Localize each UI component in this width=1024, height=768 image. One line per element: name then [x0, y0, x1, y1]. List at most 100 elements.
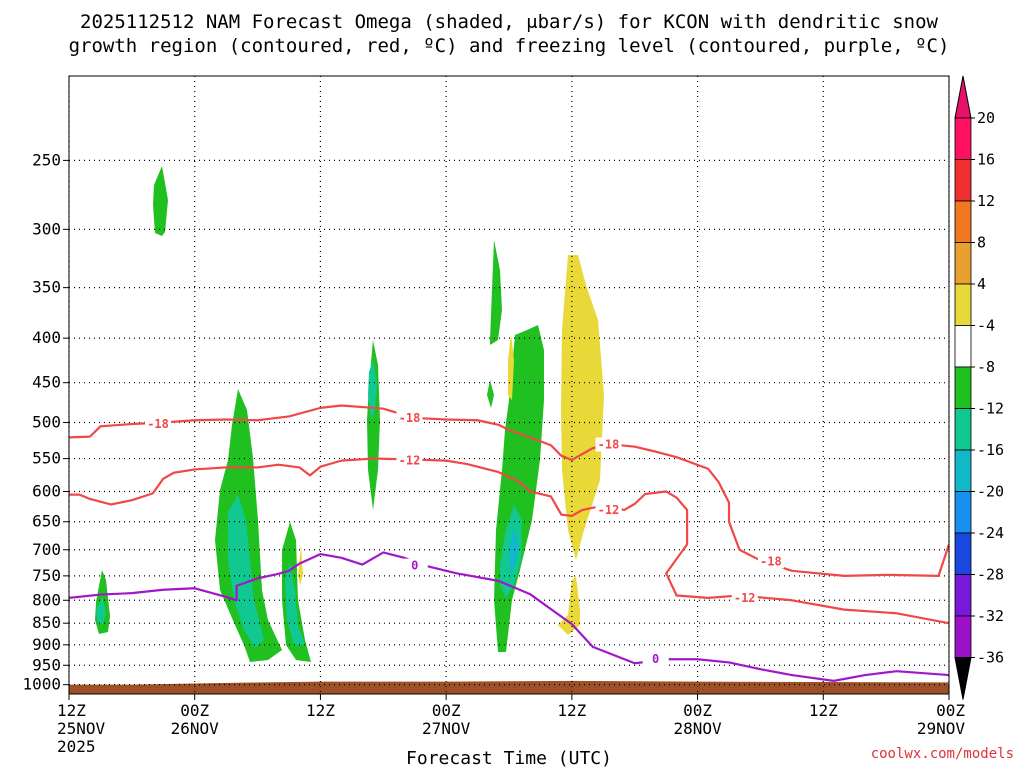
colorbar-label-1: 16 [977, 151, 995, 169]
colorbar-label-11: -28 [977, 566, 1004, 584]
contour-label-bg-0-1 [396, 410, 423, 425]
colorbar-segment-4 [954, 283, 972, 326]
omega-area-green-f [490, 240, 502, 345]
tick-label-x-12-1: 26NOV [171, 719, 220, 738]
contour-label-bg-1-1 [595, 502, 622, 517]
contour-label-bg-0-0 [145, 417, 172, 432]
contour-label-0-1: 0 [652, 652, 659, 666]
contour-label--18-3: -18 [760, 554, 782, 568]
colorbar-segment-12 [954, 615, 972, 658]
contours [69, 404, 949, 682]
colorbar-label-10: -24 [977, 524, 1004, 542]
colorbar-label-12: -32 [977, 607, 1004, 625]
tick-label-y-950: 950 [32, 655, 61, 674]
colorbar-bottom-arrow [954, 657, 972, 700]
colorbar-segment-11 [954, 574, 972, 617]
colorbar-label-8: -16 [977, 441, 1004, 459]
colorbar-label-5: -4 [977, 317, 995, 335]
tick-label-x-84-0: 00Z [936, 701, 965, 720]
y-axis: 250 300 350 400 450 500 550 600 650 700 750 800 850 9… [22, 150, 69, 694]
colorbar-segment-5 [954, 325, 972, 368]
tick-label-x-36-1: 27NOV [422, 719, 471, 738]
colorbar-label-6: -8 [977, 358, 995, 376]
tick-label-x-72-0: 12Z [809, 701, 838, 720]
tick-label-y-500: 500 [32, 413, 61, 432]
tick-label-x-60-0: 00Z [683, 701, 712, 720]
contour-label-bg-2-0 [401, 558, 428, 573]
tick-label-y-450: 450 [32, 373, 61, 392]
colorbar-segment-3 [954, 242, 972, 285]
tick-label-y-550: 550 [32, 449, 61, 468]
colorbar-label-3: 8 [977, 234, 986, 252]
tick-label-y-1000: 1000 [22, 675, 61, 694]
colorbar-segment-6 [954, 366, 972, 409]
contour-label--12-0: -12 [399, 454, 421, 468]
omega-area-green-g [487, 380, 494, 408]
tick-label-x-48-0: 12Z [557, 701, 586, 720]
colorbar-top-arrow [954, 75, 972, 119]
tick-label-x-0-0: 12Z [57, 701, 86, 720]
colorbar-segment-2 [954, 200, 972, 243]
omega-area-teal-d [368, 360, 377, 420]
omega-area-teal-f [232, 520, 244, 570]
omega-area-green-c [215, 389, 282, 662]
tick-label-x-0-1: 25NOV [57, 719, 106, 738]
tick-label-y-850: 850 [32, 613, 61, 632]
tick-label-x-60-1: 28NOV [673, 719, 722, 738]
colorbar-segment-0 [954, 117, 972, 160]
contour-label--18-0: -18 [147, 417, 169, 431]
chart-title-line-1: 2025112512 NAM Forecast Omega (shaded, μ… [80, 11, 938, 33]
contour-label-bg-2-1 [642, 652, 669, 667]
contour-label--18-1: -18 [399, 411, 421, 425]
contour-line-0-2 [69, 551, 949, 682]
omega-area-yellow-b [508, 334, 514, 400]
tick-label-y-800: 800 [32, 590, 61, 609]
chart-title-line-2: growth region (contoured, red, ºC) and f… [69, 35, 950, 57]
colorbar-segment-1 [954, 159, 972, 202]
colorbar-segment-8 [954, 449, 972, 492]
contour-line--18-0 [69, 404, 949, 577]
contour-label-bg-1-2 [731, 590, 758, 605]
contour-label-bg-1-0 [396, 453, 423, 468]
tick-label-y-300: 300 [32, 219, 61, 238]
omega-area-teal-c [285, 563, 305, 646]
tick-label-x-24-0: 12Z [306, 701, 335, 720]
colorbar-label-7: -12 [977, 400, 1004, 418]
tick-label-x-12-0: 00Z [180, 701, 209, 720]
tick-label-y-900: 900 [32, 635, 61, 654]
colorbar-segment-9 [954, 491, 972, 534]
colorbar-segment-10 [954, 532, 972, 575]
contour-label--18-2: -18 [598, 438, 620, 452]
tick-label-y-700: 700 [32, 540, 61, 559]
tick-label-y-750: 750 [32, 566, 61, 585]
colorbar-label-9: -20 [977, 483, 1004, 501]
contour-label-0-0: 0 [411, 559, 418, 573]
colorbar-label-4: 4 [977, 275, 986, 293]
contour-label-bg-0-3 [757, 554, 784, 569]
x-axis-title: Forecast Time (UTC) [406, 748, 612, 768]
tick-label-y-350: 350 [32, 278, 61, 297]
credit-text: coolwx.com/models [871, 746, 1014, 762]
contour-label--12-2: -12 [734, 591, 756, 605]
tick-label-y-600: 600 [32, 481, 61, 500]
tick-label-x-0-2: 2025 [57, 737, 96, 756]
colorbar-label-2: 12 [977, 192, 995, 210]
tick-label-x-36-0: 00Z [432, 701, 461, 720]
omega-area-yellow-c [298, 545, 303, 585]
contour-label--12-1: -12 [598, 503, 620, 517]
omega-area-teal-a [96, 597, 106, 624]
contour-line--12-1 [69, 457, 949, 625]
colorbar-label-13: -36 [977, 649, 1004, 667]
omega-area-green-a [153, 166, 168, 236]
colorbar-segment-7 [954, 408, 972, 451]
colorbar: 20 16 12 8 4 -4 -8 -12 -16 -20 -24 -28 -32 -36 [954, 75, 1004, 700]
tick-label-y-650: 650 [32, 512, 61, 531]
tick-label-y-400: 400 [32, 328, 61, 347]
colorbar-label-0: 20 [977, 109, 995, 127]
contour-label-bg-0-2 [595, 437, 622, 452]
plot-frame [68, 75, 950, 695]
contour-labels: -18 -18 -18 -18 -12 -12 -12 0 0 [145, 410, 784, 667]
tick-label-x-84-1: 29NOV [917, 719, 966, 738]
